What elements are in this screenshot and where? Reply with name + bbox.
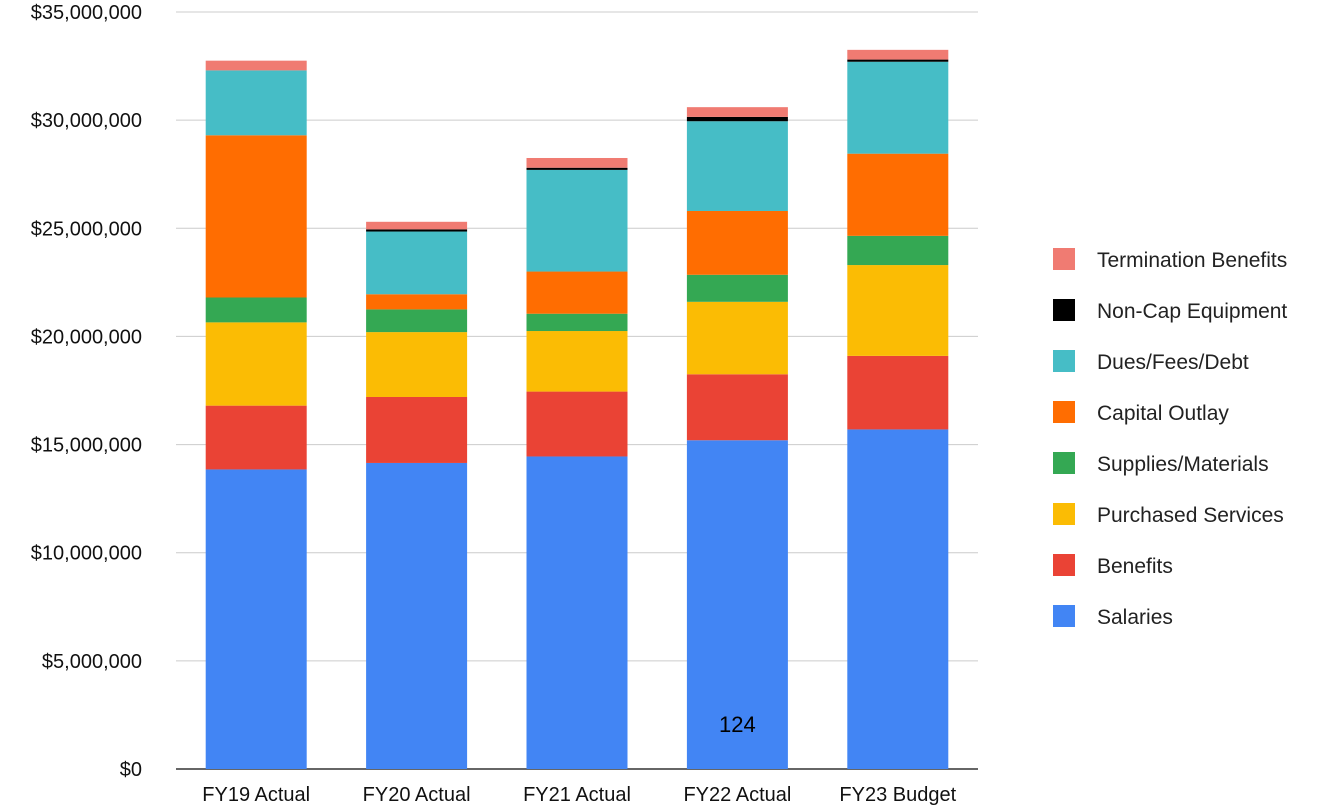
bar-segment-non-cap-equipment [366,229,468,232]
bar-segment-termination-benefits [847,49,949,60]
legend-label: Supplies/Materials [1097,453,1269,476]
bar-segment-purchased-services [366,332,468,397]
x-tick-label: FY19 Actual [202,784,310,806]
bar-segment-capital-outlay [686,210,788,275]
bar-segment-benefits [686,374,788,441]
bar-segment-benefits [366,396,468,463]
bar-segment-supplies-materials [526,313,628,332]
y-tick-label: $0 [120,759,142,781]
legend-item-non-cap-equipment: Non-Cap Equipment [1053,299,1287,323]
bar-segment-non-cap-equipment [526,167,628,170]
legend-item-dues-fees-debt: Dues/Fees/Debt [1053,350,1249,374]
bar-segment-non-cap-equipment [686,116,788,122]
bar-segment-dues-fees-debt [526,169,628,272]
bar-segment-salaries [366,462,468,769]
bar-segment-termination-benefits [526,157,628,168]
bar-segment-dues-fees-debt [686,121,788,211]
bar-segment-termination-benefits [205,60,307,71]
bar-segment-termination-benefits [686,107,788,117]
bar-segment-salaries [526,456,628,769]
legend-swatch [1053,605,1075,627]
legend-item-supplies-materials: Supplies/Materials [1053,452,1269,476]
legend-label: Termination Benefits [1097,249,1287,272]
y-tick-label: $30,000,000 [31,110,142,132]
bar-stack-fy21-actual [526,157,628,769]
bar-segment-purchased-services [526,331,628,392]
bar-stack-fy23-budget [847,49,949,769]
bar-segment-capital-outlay [366,294,468,310]
bar-segment-supplies-materials [686,274,788,302]
legend-item-capital-outlay: Capital Outlay [1053,401,1229,425]
legend-label: Dues/Fees/Debt [1097,351,1249,374]
legend-swatch [1053,554,1075,576]
bar-stack-fy19-actual [205,60,307,769]
bar-segment-benefits [526,391,628,457]
y-tick-label: $10,000,000 [31,543,142,565]
y-tick-label: $5,000,000 [42,651,142,673]
bar-stack-fy22-actual [686,107,788,769]
legend-swatch [1053,350,1075,372]
bar-segment-supplies-materials [205,297,307,323]
y-tick-label: $15,000,000 [31,435,142,457]
legend-label: Benefits [1097,555,1173,578]
bar-segment-salaries [686,440,788,769]
bar-segment-benefits [847,355,949,430]
annotations: 124 [719,712,756,737]
bar-segment-dues-fees-debt [847,61,949,154]
bar-segment-termination-benefits [366,221,468,230]
bar-segment-capital-outlay [526,271,628,314]
legend-item-termination-benefits: Termination Benefits [1053,248,1287,272]
x-axis-ticks: FY19 Actual FY20 Actual FY21 Actual FY22 Ac… [202,784,956,806]
bar-segment-benefits [205,405,307,470]
bar-segment-capital-outlay [847,153,949,236]
y-axis-ticks: $0 $5,000,000 $10,000,000 $15,000,000 $20,00… [31,2,142,781]
bar-segment-purchased-services [205,322,307,406]
bar-segment-supplies-materials [366,309,468,333]
bar-segment-capital-outlay [205,135,307,298]
legend-label: Capital Outlay [1097,402,1229,425]
bar-segment-non-cap-equipment [847,59,949,62]
legend-item-purchased-services: Purchased Services [1053,503,1284,527]
x-tick-label: FY21 Actual [523,784,631,806]
bar-segment-purchased-services [847,265,949,356]
y-tick-label: $20,000,000 [31,326,142,348]
bar-segment-salaries [847,429,949,769]
legend: Termination Benefits Non-Cap Equipment Due… [1053,248,1287,629]
bar-segment-dues-fees-debt [205,70,307,136]
x-tick-label: FY22 Actual [683,784,791,806]
bar-stack-fy20-actual [366,221,468,769]
legend-swatch [1053,299,1075,321]
legend-swatch [1053,503,1075,525]
legend-label: Non-Cap Equipment [1097,300,1287,323]
bar-segment-dues-fees-debt [366,231,468,295]
legend-swatch [1053,401,1075,423]
annotation-label: 124 [719,712,756,737]
x-tick-label: FY23 Budget [839,784,956,806]
legend-item-benefits: Benefits [1053,554,1173,578]
bar-segment-supplies-materials [847,235,949,266]
legend-label: Salaries [1097,606,1173,629]
x-tick-label: FY20 Actual [363,784,471,806]
bar-segment-salaries [205,469,307,769]
y-tick-label: $25,000,000 [31,218,142,240]
legend-label: Purchased Services [1097,504,1284,527]
legend-item-salaries: Salaries [1053,605,1173,629]
y-tick-label: $35,000,000 [31,2,142,24]
bar-segment-purchased-services [686,301,788,375]
legend-swatch [1053,452,1075,474]
legend-swatch [1053,248,1075,270]
bars [205,49,949,769]
